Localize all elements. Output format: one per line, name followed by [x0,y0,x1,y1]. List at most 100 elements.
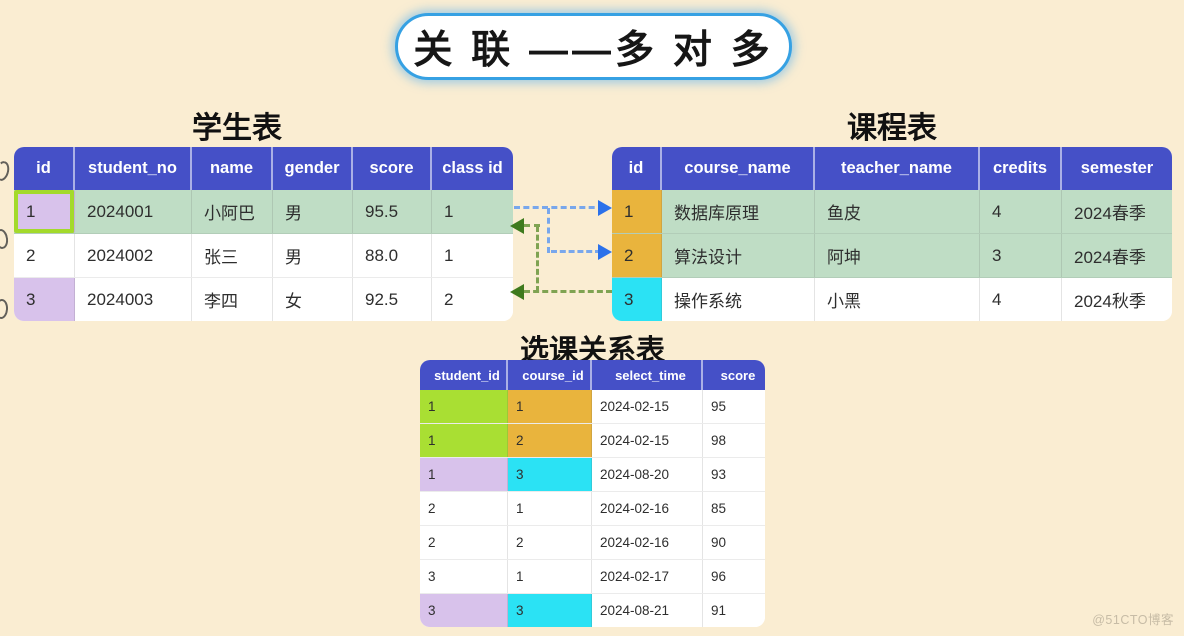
table-cell: 98 [711,433,727,448]
table-cell: 2 [420,492,508,525]
header-row: id course_name teacher_name credits semester [612,147,1172,190]
table-row: 2 2 2024-02-16 90 [420,526,765,560]
table-cell: 4 [980,278,1062,321]
table-row: 2 1 2024-02-16 85 [420,492,765,526]
edge-scribble-mark [0,159,12,183]
table-cell: 2024春季 [1074,204,1146,223]
arrow-blue-segment [551,250,601,253]
arrow-right-icon [598,244,612,260]
table-cell: 操作系统 [662,278,815,321]
table-cell: 小黑 [815,278,980,321]
table-cell: 阿坤 [815,234,980,277]
arrow-green-segment [536,226,539,292]
column-header: teacher_name [815,147,980,190]
table-cell: 李四 [192,278,273,321]
table-cell: 1 [444,245,454,265]
arrow-right-icon [598,200,612,216]
table-cell: 2024-02-16 [592,492,703,525]
column-header: score [353,147,432,190]
table-cell: 2024-08-20 [592,458,703,491]
table-cell: 3 [612,278,662,321]
table-cell: 3 [508,594,592,627]
table-cell: 2 [612,234,662,277]
column-header: credits [980,147,1062,190]
table-cell: 数据库原理 [662,190,815,233]
table-row: 1 1 2024-02-15 95 [420,390,765,424]
table-row: 1 3 2024-08-20 93 [420,458,765,492]
column-header: id [612,147,662,190]
table-cell: 1 [508,492,592,525]
watermark: @51CTO博客 [1092,613,1174,627]
arrow-blue-segment [547,208,550,253]
column-header: student_id [420,360,508,390]
table-cell: 3 [420,560,508,593]
table-cell: 92.5 [353,278,432,321]
arrow-left-icon [510,218,524,234]
table-row: 3 3 2024-08-21 91 [420,594,765,627]
table-cell: 2024-02-15 [592,390,703,423]
page-title-text: 关 联 ——多 对 多 [413,28,774,72]
table-cell: 1 [420,390,508,423]
table-cell: 95.5 [353,190,432,233]
table-cell: 2024002 [75,234,192,277]
header-row: student_id course_id select_time score [420,360,765,390]
table-row: 3 操作系统 小黑 4 2024秋季 [612,278,1172,321]
table-cell: 算法设计 [662,234,815,277]
column-header: course_name [662,147,815,190]
course-table: id course_name teacher_name credits semester… [612,147,1172,321]
table-cell: 85 [711,501,727,516]
table-cell: 2024-02-15 [592,424,703,457]
table-cell: 女 [273,278,353,321]
column-header: select_time [592,360,703,390]
table-cell: 3 [14,278,75,321]
arrow-green-segment [524,224,540,227]
table-cell: 男 [273,190,353,233]
column-header: semester [1080,159,1154,177]
table-cell: 96 [711,569,727,584]
column-header: gender [273,147,353,190]
table-cell: 2 [420,526,508,559]
table-cell: 3 [508,458,592,491]
table-cell: 2024-08-21 [592,594,703,627]
column-header: course_id [508,360,592,390]
table-cell: 1 [420,458,508,491]
edge-scribble-mark [0,228,10,250]
table-cell: 2 [444,289,454,309]
student-table: id student_no name gender score class id 1 2024… [14,147,513,321]
column-header: class id [442,159,503,177]
table-cell: 1 [444,201,454,221]
table-cell: 1 [420,424,508,457]
header-row: id student_no name gender score class id [14,147,513,190]
table-cell: 2024-02-17 [592,560,703,593]
student-table-title: 学生表 [192,112,282,145]
arrow-green-segment [524,290,612,293]
table-cell: 2024-02-16 [592,526,703,559]
table-row: 1 2024001 小阿巴男 95.5 1 [14,190,513,234]
table-cell: 2 [508,526,592,559]
table-cell: 1 [508,390,592,423]
table-row: 1 2 2024-02-15 98 [420,424,765,458]
table-cell: 2024003 [75,278,192,321]
table-cell: 鱼皮 [815,190,980,233]
table-cell: 3 [420,594,508,627]
column-header: name [192,147,273,190]
column-header: id [14,147,75,190]
table-cell: 3 [980,234,1062,277]
table-cell: 90 [711,535,727,550]
table-cell: 1 [612,190,662,233]
table-cell: 2024春季 [1074,248,1146,267]
table-cell: 95 [711,399,727,414]
page-title: 关 联 ——多 对 多 [395,13,792,80]
table-cell: 张三 [192,234,273,277]
table-cell: 2024秋季 [1074,292,1146,311]
table-cell: 2 [508,424,592,457]
table-cell: 男 [273,234,353,277]
relation-table: student_id course_id select_time score 1 1 202… [420,360,765,627]
table-cell: 93 [711,467,727,482]
table-row: 2 算法设计 阿坤 3 2024春季 [612,234,1172,278]
column-header: student_no [75,147,192,190]
table-cell: 2 [14,234,75,277]
table-row: 3 1 2024-02-17 96 [420,560,765,594]
table-cell: 小阿巴 [192,190,273,233]
